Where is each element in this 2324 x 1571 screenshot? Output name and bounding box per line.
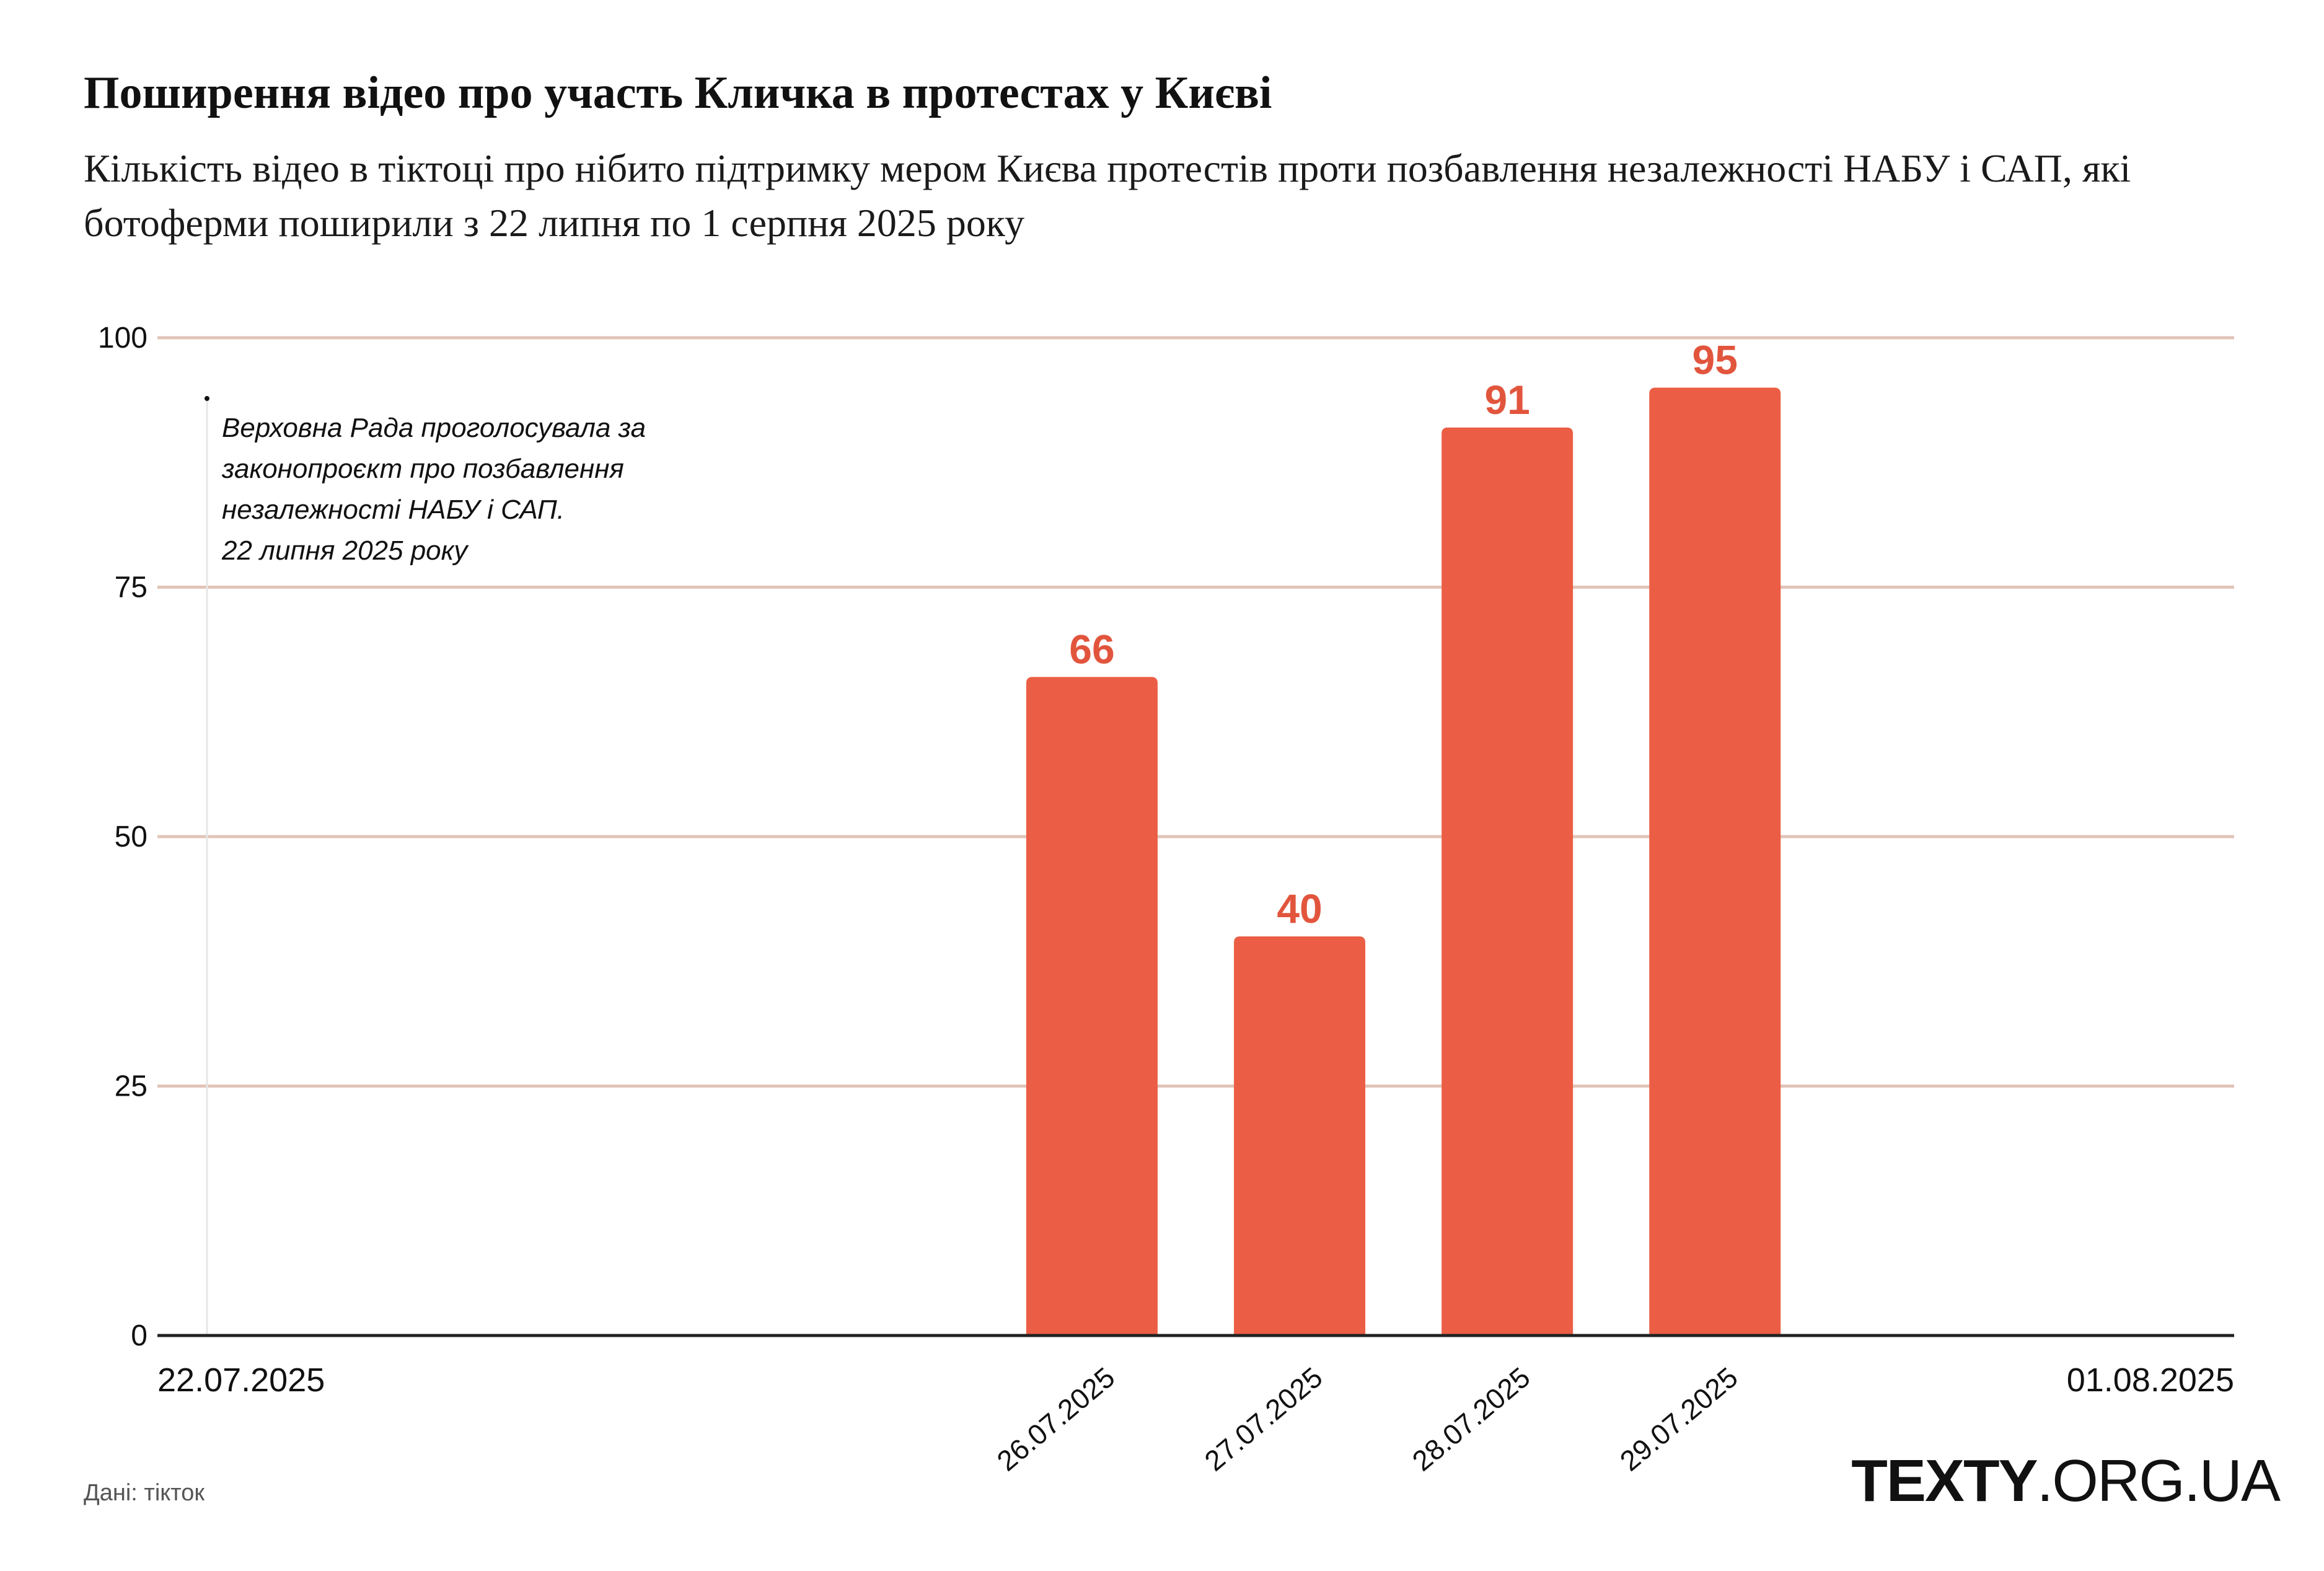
chart-subtitle: Кількість відео в тіктоці про нібито під… (84, 146, 2131, 245)
bar (1234, 936, 1366, 1336)
bar-value-label: 66 (1069, 626, 1114, 672)
x-edge-label-start: 22.07.2025 (157, 1362, 325, 1399)
x-tick-label: 27.07.2025 (1199, 1361, 1329, 1477)
y-tick-label: 25 (115, 1070, 147, 1103)
bar (1026, 677, 1158, 1336)
brand-logo-rest: .ORG.UA (2036, 1448, 2281, 1514)
brand-logo: TEXTY.ORG.UA (1851, 1447, 2281, 1515)
bar (1441, 427, 1574, 1336)
y-tick-label: 0 (131, 1319, 147, 1352)
data-source: Дані: тікток (84, 1480, 205, 1506)
annotation-text: законопроєкт про позбавлення (221, 454, 624, 484)
x-tick-label: 28.07.2025 (1406, 1361, 1536, 1477)
y-tick-label: 75 (115, 571, 147, 604)
y-tick-label: 50 (115, 821, 147, 853)
brand-logo-bold: TEXTY (1851, 1448, 2038, 1514)
bar-value-label: 95 (1692, 337, 1738, 383)
bar-value-label: 91 (1484, 377, 1530, 423)
annotation-text: Верховна Рада проголосувала за (222, 413, 646, 443)
x-tick-label: 26.07.2025 (991, 1361, 1121, 1477)
annotation-text: незалежності НАБУ і САП. (222, 495, 565, 525)
x-tick-label: 29.07.2025 (1614, 1361, 1744, 1477)
y-tick-label: 100 (98, 322, 147, 354)
annotation-dot (205, 396, 209, 401)
bar (1649, 387, 1781, 1336)
chart-title: Поширення відео про участь Кличка в прот… (84, 68, 1272, 118)
x-edge-label-end: 01.08.2025 (2067, 1362, 2234, 1399)
bar-value-label: 40 (1277, 886, 1322, 931)
annotation-text: 22 липня 2025 року (221, 535, 469, 566)
